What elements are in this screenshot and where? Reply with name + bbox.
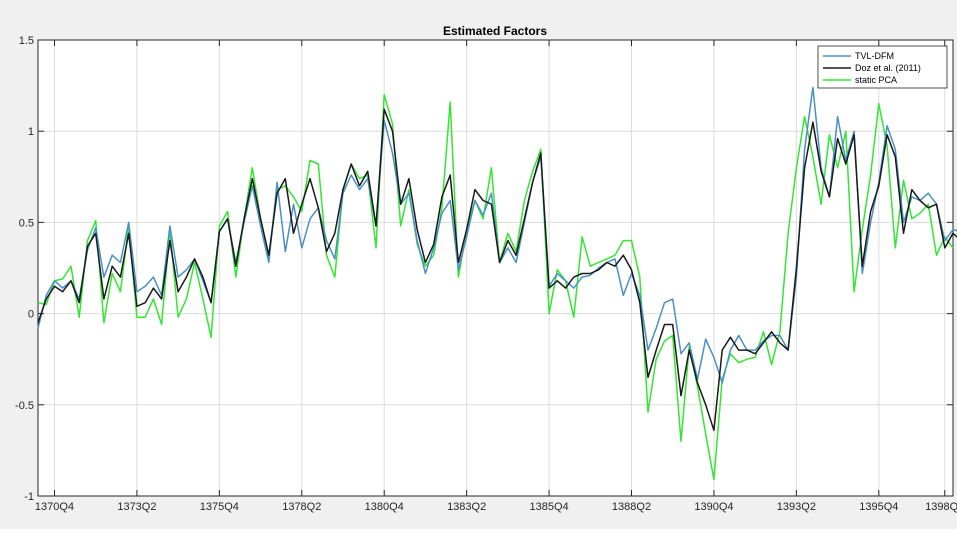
series-line-3 xyxy=(37,93,954,481)
y-tick-label: 0.5 xyxy=(19,217,34,229)
x-tick-label: 1375Q4 xyxy=(200,501,239,513)
y-axis-ticks: -1 -0.5 0 0.5 1 1.5 xyxy=(15,35,953,503)
legend-label-3: static PCA xyxy=(855,75,897,85)
x-tick-label: 1398Q2 xyxy=(925,501,957,513)
x-tick-label: 1388Q2 xyxy=(612,501,651,513)
legend-box xyxy=(817,45,948,89)
y-tick-label: 1.5 xyxy=(19,35,34,47)
x-tick-label: 1370Q4 xyxy=(35,501,74,513)
legend-label-2: Doz et al. (2011) xyxy=(855,63,921,73)
x-tick-label: 1380Q4 xyxy=(365,501,404,513)
x-tick-label: 1390Q4 xyxy=(694,501,733,513)
x-axis-ticks: 1370Q4 1373Q2 1375Q4 1378Q2 1380Q4 1383Q2 1385… xyxy=(35,40,957,513)
x-tick-label: 1393Q2 xyxy=(777,501,816,513)
chart-title: Estimated Factors xyxy=(443,24,547,38)
x-tick-label: 1395Q4 xyxy=(859,501,898,513)
legend-label-1: TVL-DFM xyxy=(855,51,894,61)
x-tick-label: 1373Q2 xyxy=(117,501,156,513)
series-line-2 xyxy=(37,108,957,432)
x-tick-label: 1383Q2 xyxy=(447,501,486,513)
y-tick-label: -0.5 xyxy=(15,400,34,412)
x-tick-label: 1378Q2 xyxy=(282,501,321,513)
legend: TVL-DFM Doz et al. (2011) static PCA xyxy=(817,45,948,89)
y-tick-label: 0 xyxy=(28,309,34,321)
y-tick-label: 1 xyxy=(28,126,34,138)
series-lines xyxy=(37,86,957,481)
y-tick-label: -1 xyxy=(24,491,34,503)
x-tick-label: 1385Q4 xyxy=(530,501,569,513)
